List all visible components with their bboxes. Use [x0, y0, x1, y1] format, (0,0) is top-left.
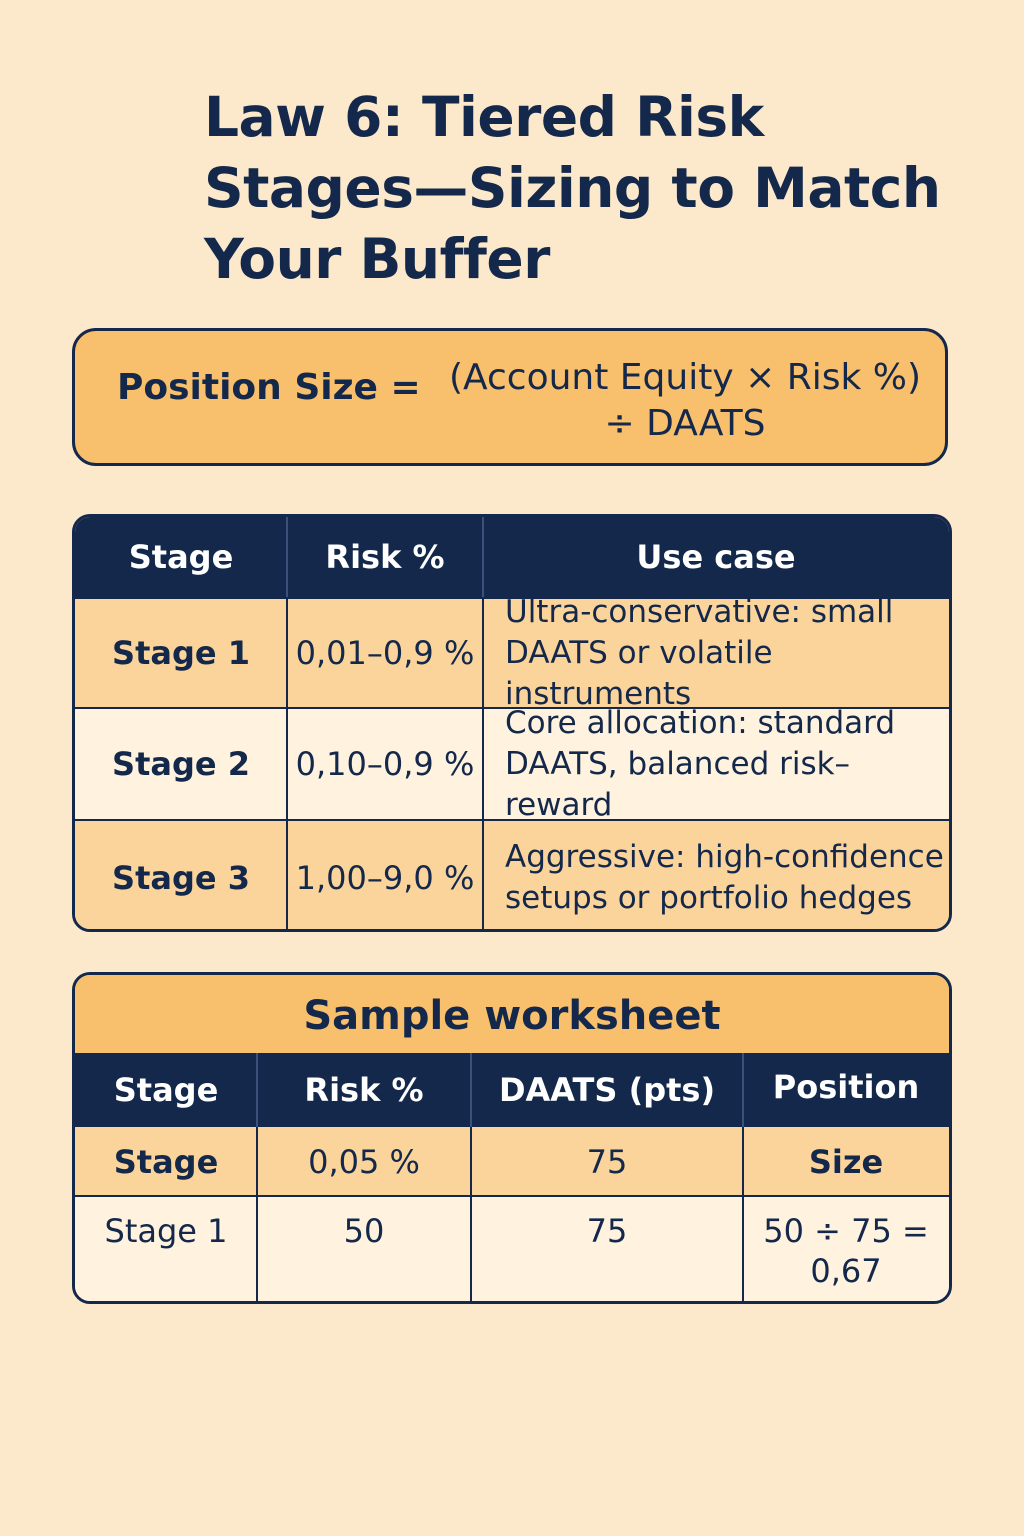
- column-divider: [256, 1127, 258, 1301]
- header-risk: Risk %: [325, 538, 445, 576]
- use-case-cell: Core allocation: standard DAATS, balance…: [483, 705, 949, 823]
- stage-cell: Stage 3: [112, 859, 250, 897]
- page-title: Law 6: Tiered Risk Stages—Sizing to Matc…: [204, 85, 941, 291]
- formula-lhs: Position Size =: [117, 367, 421, 408]
- formula-box: Position Size = (Account Equity × Risk %…: [72, 328, 948, 466]
- ws-header-position: Position: [772, 1068, 920, 1106]
- column-divider: [286, 597, 288, 929]
- use-case-cell: Aggressive: high-confidence setups or po…: [483, 821, 949, 929]
- ws-daats-cell: 75: [586, 1212, 628, 1250]
- ws-risk-cell: 50: [343, 1212, 385, 1250]
- table-row: Stage 3 1,00–9,0 % Aggressive: high-conf…: [75, 819, 949, 929]
- stage-cell: Stage 2: [112, 745, 250, 783]
- column-divider: [742, 1053, 744, 1127]
- ws-header-risk: Risk %: [304, 1071, 424, 1109]
- ws-risk-cell: 0,05 %: [308, 1143, 420, 1181]
- column-divider: [286, 517, 288, 597]
- column-divider: [256, 1053, 258, 1127]
- use-case-cell: Ultra-conservative: small DAATS or volat…: [483, 594, 949, 712]
- ws-position-line2: 0,67: [810, 1252, 882, 1290]
- ws-stage-cell: Stage: [113, 1143, 219, 1181]
- header-stage: Stage: [128, 538, 234, 576]
- use-case-line2: DAATS, balanced risk–reward: [505, 745, 851, 823]
- worksheet-title: Sample worksheet: [75, 975, 949, 1053]
- ws-position-line1: 50 ÷ 75 =: [763, 1212, 929, 1250]
- use-case-line2: setups or portfolio hedges: [505, 880, 913, 916]
- use-case-line2: DAATS or volatile instruments: [505, 634, 773, 712]
- table-row: Stage 0,05 % 75 Size: [75, 1127, 949, 1197]
- stages-table-header: Stage Risk % Use case: [75, 517, 949, 597]
- ws-header-stage: Stage: [113, 1071, 219, 1109]
- column-divider: [482, 597, 484, 929]
- formula-rhs-line2: ÷ DAATS: [604, 403, 766, 444]
- table-row: Stage 2 0,10–0,9 % Core allocation: stan…: [75, 705, 949, 823]
- ws-stage-cell: Stage 1: [104, 1212, 228, 1250]
- ws-header-daats: DAATS (pts): [498, 1071, 716, 1109]
- risk-cell: 0,10–0,9 %: [295, 745, 475, 783]
- worksheet-table: Sample worksheet Stage Risk % DAATS (pts…: [72, 972, 952, 1304]
- use-case-line1: Ultra-conservative: small: [505, 593, 894, 630]
- use-case-line1: Aggressive: high-confidence: [505, 839, 944, 875]
- formula-rhs: (Account Equity × Risk %) ÷ DAATS: [435, 355, 935, 447]
- ws-position-cell: 50 ÷ 75 = 0,67: [743, 1197, 949, 1301]
- ws-daats-cell: 75: [586, 1143, 628, 1181]
- column-divider: [470, 1053, 472, 1127]
- table-row: Stage 1 50 75 50 ÷ 75 = 0,67: [75, 1197, 949, 1301]
- column-divider: [482, 517, 484, 597]
- column-divider: [470, 1127, 472, 1301]
- stage-cell: Stage 1: [112, 634, 250, 672]
- column-divider: [742, 1127, 744, 1301]
- use-case-line1: Core allocation: standard: [505, 704, 896, 741]
- risk-cell: 0,01–0,9 %: [295, 634, 475, 672]
- stages-table: Stage Risk % Use case Stage 1 0,01–0,9 %…: [72, 514, 952, 932]
- worksheet-header: Stage Risk % DAATS (pts) Position: [75, 1053, 949, 1127]
- risk-cell: 1,00–9,0 %: [295, 859, 475, 897]
- header-use-case: Use case: [636, 538, 796, 576]
- formula-rhs-line1: (Account Equity × Risk %): [448, 357, 922, 398]
- table-row: Stage 1 0,01–0,9 % Ultra-conservative: s…: [75, 594, 949, 712]
- ws-position-cell: Size: [808, 1143, 884, 1181]
